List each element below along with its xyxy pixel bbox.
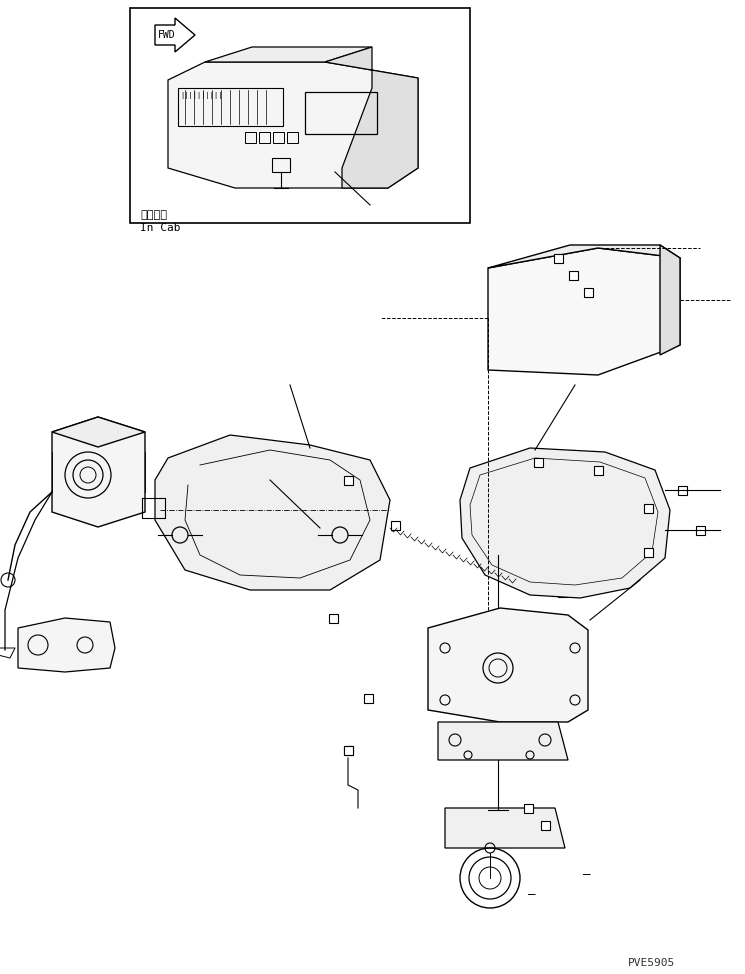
Polygon shape (488, 245, 680, 268)
Bar (583, 458, 592, 467)
Text: PVE5905: PVE5905 (628, 958, 675, 968)
Bar (273, 132, 284, 143)
Bar (677, 485, 686, 495)
Bar (259, 132, 270, 143)
Text: In Cab: In Cab (140, 223, 180, 233)
Bar (533, 458, 542, 467)
Polygon shape (52, 417, 145, 527)
Bar (524, 804, 533, 812)
Bar (343, 745, 352, 755)
Polygon shape (325, 47, 418, 188)
Polygon shape (488, 248, 680, 375)
Bar (468, 506, 477, 514)
Bar (627, 504, 636, 512)
Bar (364, 693, 372, 702)
Bar (305, 92, 377, 134)
Bar (343, 475, 352, 484)
Polygon shape (438, 722, 568, 760)
Bar (287, 132, 298, 143)
Bar (329, 614, 337, 622)
Polygon shape (52, 417, 145, 447)
Bar (644, 547, 653, 556)
Polygon shape (428, 608, 588, 722)
Polygon shape (155, 18, 195, 52)
Text: –: – (528, 888, 536, 901)
Bar (594, 466, 603, 474)
Bar (272, 158, 290, 172)
Text: キャブ内: キャブ内 (140, 210, 167, 220)
Bar (541, 820, 550, 830)
Bar (178, 88, 283, 126)
Text: FWD: FWD (158, 30, 176, 40)
Bar (696, 526, 705, 535)
Bar (554, 253, 562, 263)
Bar (245, 132, 256, 143)
Bar (568, 271, 577, 280)
Polygon shape (460, 448, 670, 598)
Bar (390, 520, 399, 530)
Bar (583, 287, 592, 296)
Polygon shape (660, 245, 680, 355)
Bar (644, 504, 653, 512)
Text: ||||||||||: |||||||||| (180, 92, 223, 99)
Text: –: – (583, 868, 591, 881)
Polygon shape (155, 435, 390, 590)
Bar (557, 587, 566, 596)
Polygon shape (205, 47, 372, 62)
Polygon shape (445, 808, 565, 848)
Polygon shape (168, 62, 418, 188)
Polygon shape (18, 618, 115, 672)
Bar (343, 745, 352, 755)
Bar (130, 8, 470, 223)
